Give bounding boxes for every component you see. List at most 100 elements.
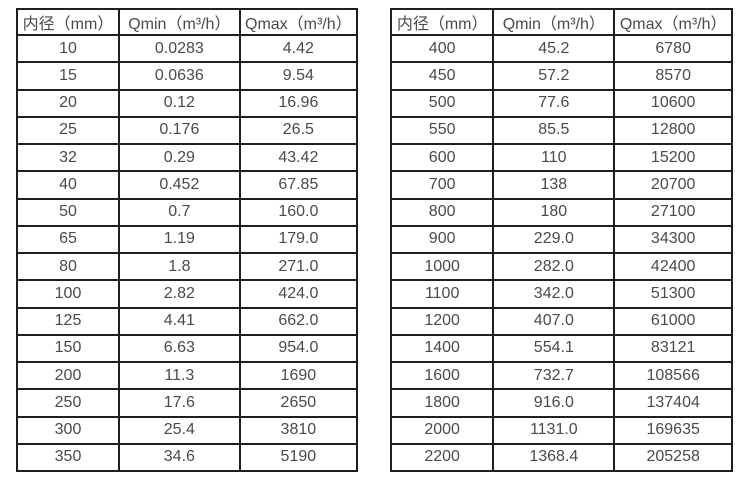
qmax-cell: 27100 <box>613 197 733 227</box>
qmax-cell: 2650 <box>238 388 359 418</box>
qmax-cell: 20700 <box>613 170 733 200</box>
qmax-cell: 137404 <box>613 388 733 418</box>
table-row: 600 110 15200 <box>389 142 733 173</box>
diameter-cell: 450 <box>389 61 495 91</box>
table-row: 125 4.41 662.0 <box>16 306 359 336</box>
diameter-cell: 10 <box>16 33 120 64</box>
table-row: 400 45.2 6780 <box>389 33 733 64</box>
qmin-cell: 554.1 <box>492 333 616 364</box>
qmin-cell: 180 <box>492 197 616 227</box>
qmax-cell: 51300 <box>613 279 733 309</box>
qmax-cell: 954.0 <box>238 333 359 364</box>
table-row: 15 0.0636 9.54 <box>16 61 359 91</box>
diameter-cell: 900 <box>389 224 495 255</box>
diameter-cell: 150 <box>16 333 120 364</box>
qmin-cell: 0.176 <box>118 115 241 146</box>
diameter-cell: 200 <box>16 360 120 391</box>
qmin-cell: 17.6 <box>118 388 241 418</box>
table-row: 500 77.6 10600 <box>389 88 733 118</box>
diameter-cell: 300 <box>16 415 120 445</box>
diameter-cell: 1400 <box>389 333 495 364</box>
qmax-cell: 15200 <box>613 142 733 173</box>
qmin-cell: 732.7 <box>492 360 616 391</box>
header-row: 内径（mm） Qmin（m³/h） Qmax（m³/h） <box>389 8 733 36</box>
qmax-cell: 16.96 <box>238 88 359 118</box>
diameter-cell: 500 <box>389 88 495 118</box>
table-row: 200 11.3 1690 <box>16 360 359 391</box>
qmin-cell: 1131.0 <box>492 415 616 445</box>
diameter-cell: 40 <box>16 170 120 200</box>
column-header: Qmin（m³/h） <box>492 8 616 36</box>
table-row: 1800 916.0 137404 <box>389 388 733 418</box>
qmax-cell: 9.54 <box>238 61 359 91</box>
diameter-cell: 700 <box>389 170 495 200</box>
table-row: 1000 282.0 42400 <box>389 251 733 282</box>
table-row: 700 138 20700 <box>389 170 733 200</box>
qmax-cell: 5190 <box>238 442 359 473</box>
diameter-cell: 20 <box>16 88 120 118</box>
diameter-cell: 15 <box>16 61 120 91</box>
column-header: Qmin（m³/h） <box>118 8 241 36</box>
qmax-cell: 26.5 <box>238 115 359 146</box>
qmin-cell: 916.0 <box>492 388 616 418</box>
qmax-cell: 43.42 <box>238 142 359 173</box>
table-row: 25 0.176 26.5 <box>16 115 359 146</box>
diameter-cell: 1800 <box>389 388 495 418</box>
qmin-cell: 85.5 <box>492 115 616 146</box>
table-row: 50 0.7 160.0 <box>16 197 359 227</box>
qmax-cell: 662.0 <box>238 306 359 336</box>
qmin-cell: 25.4 <box>118 415 241 445</box>
table-row: 40 0.452 67.85 <box>16 170 359 200</box>
qmin-cell: 1368.4 <box>492 442 616 473</box>
qmin-cell: 229.0 <box>492 224 616 255</box>
column-header: Qmax（m³/h） <box>613 8 733 36</box>
qmax-cell: 1690 <box>238 360 359 391</box>
qmin-cell: 1.8 <box>118 251 241 282</box>
qmin-cell: 77.6 <box>492 88 616 118</box>
qmax-cell: 12800 <box>613 115 733 146</box>
table-row: 450 57.2 8570 <box>389 61 733 91</box>
table-row: 2200 1368.4 205258 <box>389 442 733 473</box>
qmin-cell: 342.0 <box>492 279 616 309</box>
table-row: 250 17.6 2650 <box>16 388 359 418</box>
column-header: Qmax（m³/h） <box>238 8 359 36</box>
qmin-cell: 2.82 <box>118 279 241 309</box>
diameter-cell: 100 <box>16 279 120 309</box>
diameter-cell: 32 <box>16 142 120 173</box>
table-row: 800 180 27100 <box>389 197 733 227</box>
qmax-cell: 271.0 <box>238 251 359 282</box>
qmin-cell: 0.0283 <box>118 33 241 64</box>
diameter-cell: 800 <box>389 197 495 227</box>
diameter-cell: 400 <box>389 33 495 64</box>
diameter-cell: 1200 <box>389 306 495 336</box>
column-header: 内径（mm） <box>389 8 495 36</box>
diameter-cell: 250 <box>16 388 120 418</box>
qmax-cell: 83121 <box>613 333 733 364</box>
qmin-cell: 11.3 <box>118 360 241 391</box>
qmin-cell: 0.452 <box>118 170 241 200</box>
qmin-cell: 1.19 <box>118 224 241 255</box>
diameter-cell: 1100 <box>389 279 495 309</box>
qmin-cell: 282.0 <box>492 251 616 282</box>
diameter-cell: 2200 <box>389 442 495 473</box>
qmax-cell: 4.42 <box>238 33 359 64</box>
qmax-cell: 424.0 <box>238 279 359 309</box>
qmax-cell: 67.85 <box>238 170 359 200</box>
diameter-cell: 25 <box>16 115 120 146</box>
qmax-cell: 42400 <box>613 251 733 282</box>
header-row: 内径（mm） Qmin（m³/h） Qmax（m³/h） <box>16 8 359 36</box>
diameter-cell: 350 <box>16 442 120 473</box>
diameter-cell: 125 <box>16 306 120 336</box>
qmin-cell: 110 <box>492 142 616 173</box>
qmax-cell: 61000 <box>613 306 733 336</box>
qmin-cell: 0.7 <box>118 197 241 227</box>
table-row: 1600 732.7 108566 <box>389 360 733 391</box>
table-row: 300 25.4 3810 <box>16 415 359 445</box>
qmin-cell: 57.2 <box>492 61 616 91</box>
table-row: 100 2.82 424.0 <box>16 279 359 309</box>
qmin-cell: 34.6 <box>118 442 241 473</box>
diameter-cell: 1000 <box>389 251 495 282</box>
table-row: 10 0.0283 4.42 <box>16 33 359 64</box>
qmin-cell: 0.0636 <box>118 61 241 91</box>
qmin-cell: 4.41 <box>118 306 241 336</box>
